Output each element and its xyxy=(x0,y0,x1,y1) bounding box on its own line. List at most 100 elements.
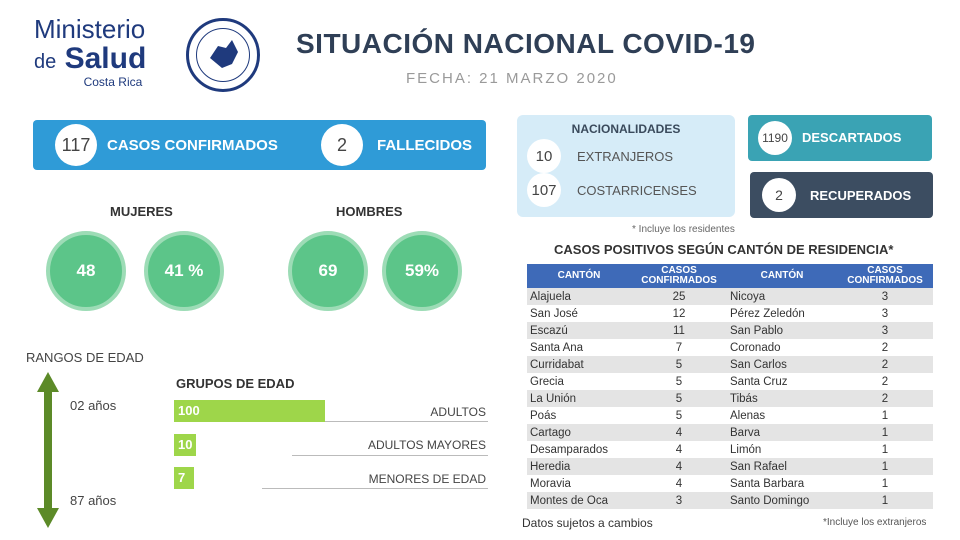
women-percent: 41 % xyxy=(144,231,224,311)
logo-line-salud: de Salud xyxy=(34,44,146,74)
cases-cell: 3 xyxy=(631,492,727,509)
canton-cell: Tibás xyxy=(727,390,837,407)
arrow-up-icon xyxy=(37,372,59,392)
divider xyxy=(325,421,488,422)
cases-cell: 12 xyxy=(631,305,727,322)
cases-cell: 3 xyxy=(837,322,933,339)
table-footnote: *Incluye los extranjeros xyxy=(823,517,927,528)
canton-cell: Alenas xyxy=(727,407,837,424)
canton-cell: Santa Cruz xyxy=(727,373,837,390)
canton-cell: San Rafael xyxy=(727,458,837,475)
deaths-label: FALLECIDOS xyxy=(377,137,473,154)
nationalities-box: NACIONALIDADES 10 EXTRANJEROS 107 COSTAR… xyxy=(517,115,735,217)
logo-salud: Salud xyxy=(64,42,147,75)
cases-cell: 2 xyxy=(837,356,933,373)
age-min: 02 años xyxy=(70,398,117,413)
cases-cell: 4 xyxy=(631,424,727,441)
group-label-minors: MENORES DE EDAD xyxy=(368,472,486,486)
canton-cell: Limón xyxy=(727,441,837,458)
table-row: San José 12 Pérez Zeledón 3 xyxy=(527,305,933,322)
women-count: 48 xyxy=(46,231,126,311)
logo-de: de xyxy=(34,51,57,73)
canton-cell: La Unión xyxy=(527,390,631,407)
cases-cell: 1 xyxy=(837,475,933,492)
cases-cell: 7 xyxy=(631,339,727,356)
nationalities-title: NACIONALIDADES xyxy=(571,122,681,136)
men-count: 69 xyxy=(288,231,368,311)
cases-cell: 1 xyxy=(837,407,933,424)
data-disclaimer: Datos sujetos a cambios xyxy=(522,516,653,530)
discarded-box: 1190 DESCARTADOS xyxy=(748,115,932,161)
group-label-adults: ADULTOS xyxy=(430,405,486,419)
table-row: Alajuela 25 Nicoya 3 xyxy=(527,288,933,305)
divider xyxy=(292,455,488,456)
residents-note: * Incluye los residentes xyxy=(632,224,735,235)
recovered-box: 2 RECUPERADOS xyxy=(750,172,933,218)
foreign-count: 10 xyxy=(527,139,561,173)
canton-cases-table: CANTÓN CASOS CONFIRMADOS CANTÓN CASOS CO… xyxy=(527,264,933,509)
cases-cell: 25 xyxy=(631,288,727,305)
table-row: Heredia 4 San Rafael 1 xyxy=(527,458,933,475)
table-row: Poás 5 Alenas 1 xyxy=(527,407,933,424)
confirmed-label: CASOS CONFIRMADOS xyxy=(107,137,278,154)
table-row: Santa Ana 7 Coronado 2 xyxy=(527,339,933,356)
cases-cell: 11 xyxy=(631,322,727,339)
cases-cell: 4 xyxy=(631,458,727,475)
local-count: 107 xyxy=(527,173,561,207)
group-bar-minors: 7 xyxy=(174,467,194,489)
canton-cell: Heredia xyxy=(527,458,631,475)
table-row: La Unión 5 Tibás 2 xyxy=(527,390,933,407)
table-row: Desamparados 4 Limón 1 xyxy=(527,441,933,458)
confirmed-count: 117 xyxy=(55,124,97,166)
cases-cell: 2 xyxy=(837,339,933,356)
canton-cell: Grecia xyxy=(527,373,631,390)
men-heading: HOMBRES xyxy=(336,204,403,219)
canton-cell: San José xyxy=(527,305,631,322)
canton-cell: San Pablo xyxy=(727,322,837,339)
cases-cell: 4 xyxy=(631,475,727,492)
cases-cell: 3 xyxy=(837,288,933,305)
page-title: SITUACIÓN NACIONAL COVID-19 xyxy=(296,28,756,59)
canton-cell: Barva xyxy=(727,424,837,441)
canton-cell: Coronado xyxy=(727,339,837,356)
canton-table-title: CASOS POSITIVOS SEGÚN CANTÓN DE RESIDENC… xyxy=(554,242,894,257)
cases-cell: 5 xyxy=(631,373,727,390)
canton-cell: Moravia xyxy=(527,475,631,492)
cases-cell: 4 xyxy=(631,441,727,458)
cases-cell: 3 xyxy=(837,305,933,322)
deaths-count: 2 xyxy=(321,124,363,166)
confirmed-cases-bar: 117 CASOS CONFIRMADOS 2 FALLECIDOS xyxy=(33,120,486,170)
canton-cell: Cartago xyxy=(527,424,631,441)
col-header-cases: CASOS CONFIRMADOS xyxy=(837,264,933,288)
ministry-logo: Ministerio de Salud Costa Rica xyxy=(28,14,268,94)
canton-cell: Desamparados xyxy=(527,441,631,458)
women-heading: MUJERES xyxy=(110,204,173,219)
cases-cell: 5 xyxy=(631,356,727,373)
table-row: Moravia 4 Santa Barbara 1 xyxy=(527,475,933,492)
cases-cell: 5 xyxy=(631,390,727,407)
canton-cell: Montes de Oca xyxy=(527,492,631,509)
canton-cell: Pérez Zeledón xyxy=(727,305,837,322)
logo-line-ministerio: Ministerio xyxy=(34,14,146,44)
recovered-label: RECUPERADOS xyxy=(810,188,912,203)
table-row: Curridabat 5 San Carlos 2 xyxy=(527,356,933,373)
logo-line-country: Costa Rica xyxy=(83,75,143,89)
ministry-seal-icon xyxy=(186,18,260,92)
group-bar-adults: 100 xyxy=(174,400,325,422)
group-bar-seniors: 10 xyxy=(174,434,196,456)
discarded-label: DESCARTADOS xyxy=(802,130,902,145)
group-label-seniors: ADULTOS MAYORES xyxy=(367,438,486,452)
table-row: Montes de Oca 3 Santo Domingo 1 xyxy=(527,492,933,509)
cases-cell: 1 xyxy=(837,424,933,441)
foreign-label: EXTRANJEROS xyxy=(577,149,674,164)
local-label: COSTARRICENSES xyxy=(577,183,697,198)
canton-cell: Nicoya xyxy=(727,288,837,305)
age-groups-heading: GRUPOS DE EDAD xyxy=(176,376,295,391)
canton-cell: Curridabat xyxy=(527,356,631,373)
age-max: 87 años xyxy=(70,493,117,508)
cases-cell: 2 xyxy=(837,390,933,407)
age-ranges-heading: RANGOS DE EDAD xyxy=(26,350,144,365)
canton-cell: Santo Domingo xyxy=(727,492,837,509)
canton-cell: Escazú xyxy=(527,322,631,339)
table-row: Escazú 11 San Pablo 3 xyxy=(527,322,933,339)
